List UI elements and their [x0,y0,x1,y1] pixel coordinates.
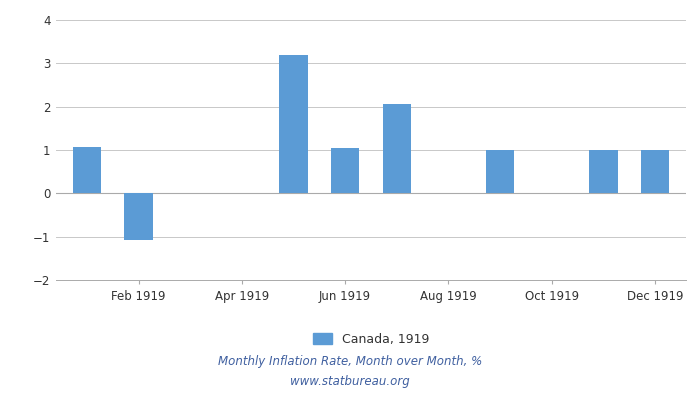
Bar [73,146,102,193]
Bar [486,150,514,193]
Text: www.statbureau.org: www.statbureau.org [290,376,410,388]
Bar [125,193,153,240]
Text: Monthly Inflation Rate, Month over Month, %: Monthly Inflation Rate, Month over Month… [218,356,482,368]
Bar [279,55,308,193]
Bar [383,104,411,193]
Legend: Canada, 1919: Canada, 1919 [313,333,429,346]
Bar [640,150,669,193]
Bar [589,150,617,193]
Bar [331,148,359,193]
